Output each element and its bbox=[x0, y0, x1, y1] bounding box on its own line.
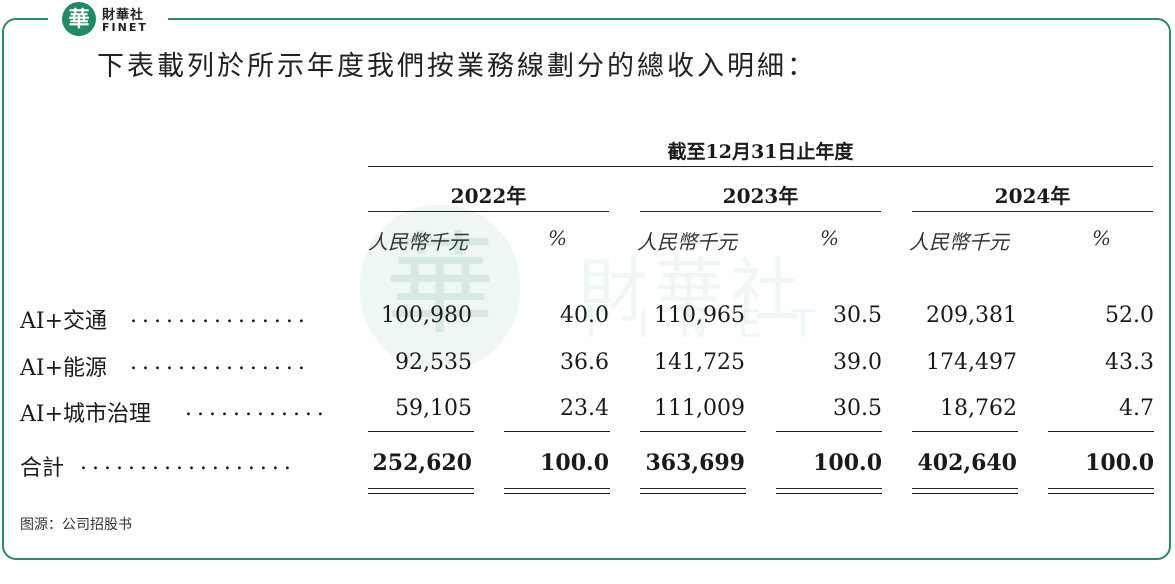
cell-2024-pct: 43.3 bbox=[1105, 350, 1154, 375]
cell-2024-amount: 174,497 bbox=[926, 350, 1017, 375]
total-2022-amount: 252,620 bbox=[372, 450, 472, 476]
subtotal-rule bbox=[640, 431, 746, 432]
cell-2023-pct: 39.0 bbox=[833, 350, 882, 375]
unit-pct-2023: % bbox=[820, 226, 840, 250]
finet-logo-seal: 華 bbox=[62, 2, 96, 36]
logo-name-en: FINET bbox=[102, 21, 148, 34]
year-rule-2024 bbox=[912, 211, 1153, 212]
header-rule bbox=[368, 166, 1153, 167]
row-label-transport: AI+交通 bbox=[20, 309, 108, 334]
total-rule bbox=[776, 488, 882, 489]
total-2023-pct: 100.0 bbox=[813, 450, 882, 476]
unit-amount-2023: 人民幣千元 bbox=[637, 230, 737, 254]
cell-2024-pct: 52.0 bbox=[1105, 303, 1154, 328]
cell-2023-amount: 110,965 bbox=[654, 303, 745, 328]
cell-2024-amount: 209,381 bbox=[926, 303, 1017, 328]
row-leader: .................. bbox=[80, 450, 296, 475]
total-rule bbox=[504, 488, 610, 489]
total-rule bbox=[912, 493, 1018, 494]
total-rule bbox=[640, 493, 746, 494]
page-heading: 下表載列於所示年度我們按業務線劃分的總收入明細： bbox=[97, 51, 817, 82]
cell-2023-amount: 111,009 bbox=[654, 396, 745, 421]
total-rule bbox=[368, 488, 474, 489]
cell-2024-pct: 4.7 bbox=[1119, 396, 1154, 421]
total-rule bbox=[368, 493, 474, 494]
unit-pct-2022: % bbox=[548, 226, 568, 250]
row-leader: ............... bbox=[130, 303, 310, 328]
cell-2023-amount: 141,725 bbox=[654, 350, 745, 375]
watermark-name-cn: 財華社 bbox=[578, 250, 806, 332]
row-label-total: 合計 bbox=[20, 456, 65, 481]
total-rule bbox=[1048, 493, 1154, 494]
cell-2024-amount: 18,762 bbox=[940, 396, 1017, 421]
total-2024-pct: 100.0 bbox=[1085, 450, 1154, 476]
cell-2023-pct: 30.5 bbox=[833, 303, 882, 328]
cell-2022-amount: 59,105 bbox=[395, 396, 472, 421]
total-rule bbox=[912, 488, 1018, 489]
period-header: 截至12月31日止年度 bbox=[667, 141, 854, 163]
unit-amount-2022: 人民幣千元 bbox=[368, 230, 468, 254]
row-leader: ............... bbox=[130, 350, 310, 375]
year-rule-2023 bbox=[640, 211, 881, 212]
subtotal-rule bbox=[504, 431, 610, 432]
logo-name-cn: 財華社 bbox=[102, 8, 145, 23]
total-rule bbox=[776, 493, 882, 494]
total-rule bbox=[1048, 488, 1154, 489]
year-header-2022: 2022年 bbox=[450, 184, 527, 208]
unit-pct-2024: % bbox=[1092, 226, 1112, 250]
source-note: 图源：公司招股书 bbox=[20, 517, 132, 533]
year-header-2024: 2024年 bbox=[994, 184, 1071, 208]
row-leader: ............ bbox=[185, 396, 329, 421]
unit-amount-2024: 人民幣千元 bbox=[909, 230, 1009, 254]
cell-2022-amount: 92,535 bbox=[395, 350, 472, 375]
cell-2023-pct: 30.5 bbox=[833, 396, 882, 421]
total-2022-pct: 100.0 bbox=[540, 450, 609, 476]
total-2024-amount: 402,640 bbox=[917, 450, 1017, 476]
subtotal-rule bbox=[912, 431, 1018, 432]
year-rule-2022 bbox=[368, 211, 609, 212]
subtotal-rule bbox=[368, 431, 474, 432]
subtotal-rule bbox=[776, 431, 882, 432]
total-rule bbox=[504, 493, 610, 494]
subtotal-rule bbox=[1048, 431, 1154, 432]
content-frame bbox=[2, 18, 1171, 560]
year-header-2023: 2023年 bbox=[722, 184, 799, 208]
cell-2022-pct: 36.6 bbox=[560, 350, 609, 375]
watermark-name-en: FINET bbox=[586, 302, 845, 346]
watermark-seal: 華 bbox=[360, 205, 520, 370]
total-rule bbox=[640, 488, 746, 489]
row-label-energy: AI+能源 bbox=[20, 356, 108, 381]
total-2023-amount: 363,699 bbox=[645, 450, 745, 476]
row-label-city-governance: AI+城市治理 bbox=[20, 402, 152, 427]
cell-2022-pct: 23.4 bbox=[560, 396, 609, 421]
cell-2022-amount: 100,980 bbox=[381, 303, 472, 328]
cell-2022-pct: 40.0 bbox=[560, 303, 609, 328]
